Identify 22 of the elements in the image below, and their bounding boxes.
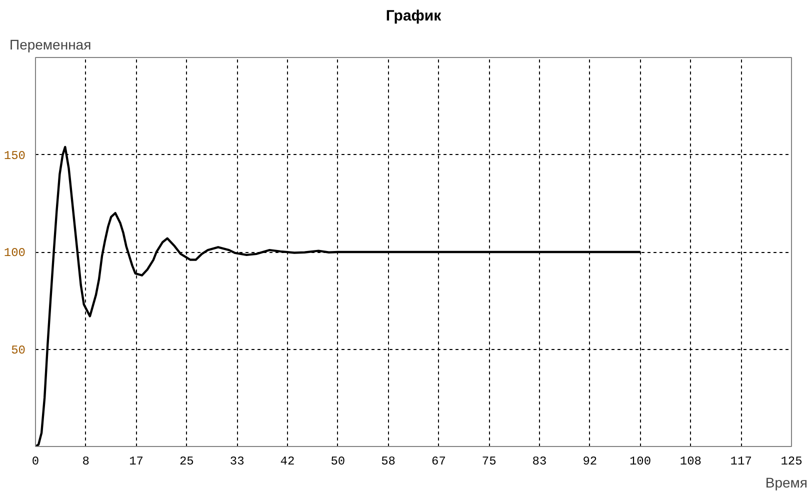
x-tick-label: 75 [482, 454, 496, 468]
x-tick-label: 100 [630, 454, 652, 468]
x-tick-label: 50 [330, 454, 346, 468]
y-tick-label: 150 [4, 148, 26, 163]
x-tick-label: 0 [32, 454, 40, 468]
chart-title: График [386, 8, 442, 24]
x-tick-label: 8 [82, 454, 90, 468]
x-axis-title: Время [765, 474, 808, 490]
y-tick-label: 50 [11, 343, 26, 358]
x-tick-label: 42 [280, 454, 295, 468]
y-axis-title: Переменная [10, 36, 92, 52]
x-tick-label: 125 [780, 454, 802, 468]
x-tick-label: 33 [230, 454, 244, 468]
x-tick-label: 17 [129, 454, 144, 468]
x-tick-label: 117 [730, 454, 752, 468]
x-tick-label: 58 [381, 454, 396, 468]
x-tick-label: 92 [582, 454, 598, 468]
x-tick-label: 83 [532, 454, 547, 468]
x-tick-label: 108 [680, 454, 702, 468]
x-tick-label: 67 [432, 454, 446, 468]
x-tick-label: 25 [180, 454, 194, 468]
y-tick-label: 100 [4, 246, 26, 260]
